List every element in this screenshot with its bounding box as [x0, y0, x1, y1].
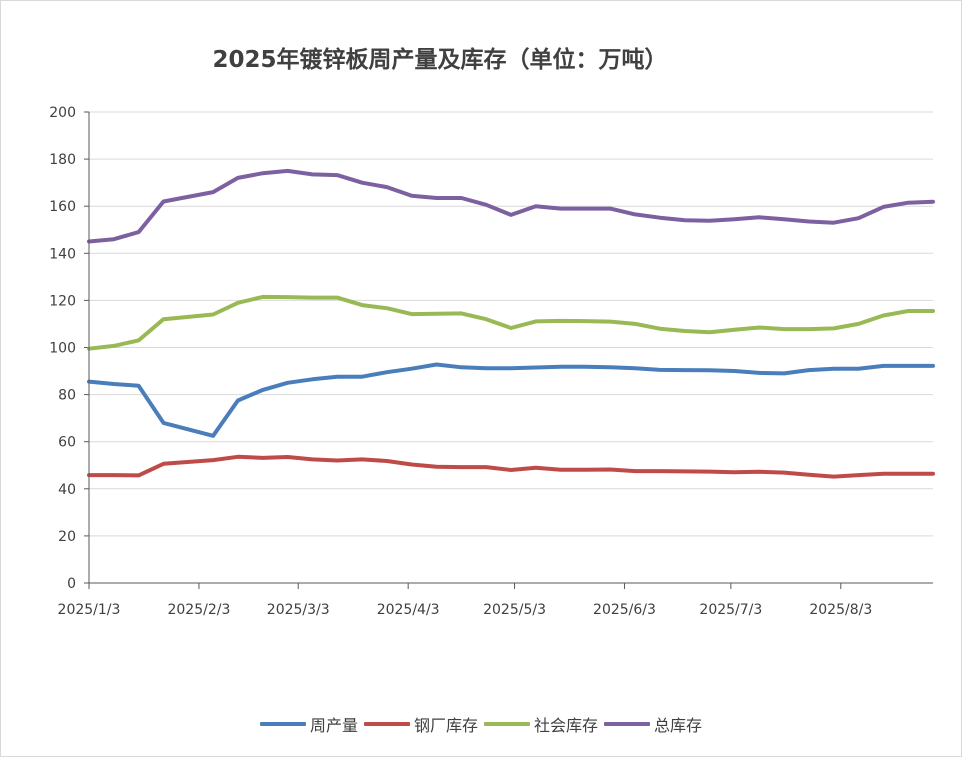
series-line-1	[87, 454, 935, 479]
x-tick-label: 2025/8/3	[809, 602, 872, 618]
x-tick-label: 2025/5/3	[483, 602, 546, 618]
x-tick-label: 2025/7/3	[699, 602, 762, 618]
x-tick-label: 2025/3/3	[267, 602, 330, 618]
y-tick-label: 20	[58, 529, 76, 545]
y-tick-label: 120	[49, 293, 76, 309]
legend-swatch	[484, 722, 530, 726]
x-tick-label: 2025/2/3	[167, 602, 230, 618]
series-lines	[87, 168, 935, 479]
y-tick-label: 40	[58, 482, 76, 498]
y-axis-ticks: 0 20 40 60 80 100 120 140 160 180 200	[49, 105, 89, 592]
legend-label: 总库存	[654, 716, 703, 735]
y-tick-label: 100	[49, 341, 76, 357]
y-tick-label: 0	[67, 576, 76, 592]
legend-swatch	[604, 722, 651, 726]
legend-item: 总库存	[604, 712, 702, 736]
x-tick-label: 2025/1/3	[58, 602, 121, 618]
legend-label: 周产量	[309, 716, 358, 735]
legend-swatch	[259, 722, 306, 726]
y-tick-label: 60	[58, 435, 76, 451]
legend-label: 社会库存	[534, 716, 599, 735]
chart-title: 2025年镀锌板周产量及库存（单位：万吨）	[212, 47, 668, 73]
axes	[88, 112, 933, 584]
series-line-0	[87, 362, 935, 438]
x-tick-label: 2025/4/3	[377, 602, 440, 618]
legend-label: 钢厂库存	[413, 716, 478, 735]
grid-lines	[89, 111, 933, 537]
legend-item: 社会库存	[484, 712, 598, 736]
x-tick-label: 2025/6/3	[593, 602, 656, 618]
x-axis-ticks: 2025/1/3 2025/2/3 2025/3/3 2025/4/3 2025/5/3…	[58, 583, 872, 618]
series-line-3	[87, 168, 935, 244]
chart-legend: 周产量 钢厂库存 社会库存 总库存	[0, 712, 962, 736]
series-line-2	[87, 294, 935, 351]
y-tick-label: 80	[58, 388, 76, 404]
legend-item: 周产量	[259, 712, 358, 736]
y-tick-label: 140	[49, 246, 76, 262]
legend-item: 钢厂库存	[363, 712, 478, 736]
y-tick-label: 180	[49, 152, 76, 168]
y-tick-label: 200	[49, 105, 76, 121]
legend-swatch	[363, 722, 410, 726]
y-tick-label: 160	[49, 199, 76, 215]
